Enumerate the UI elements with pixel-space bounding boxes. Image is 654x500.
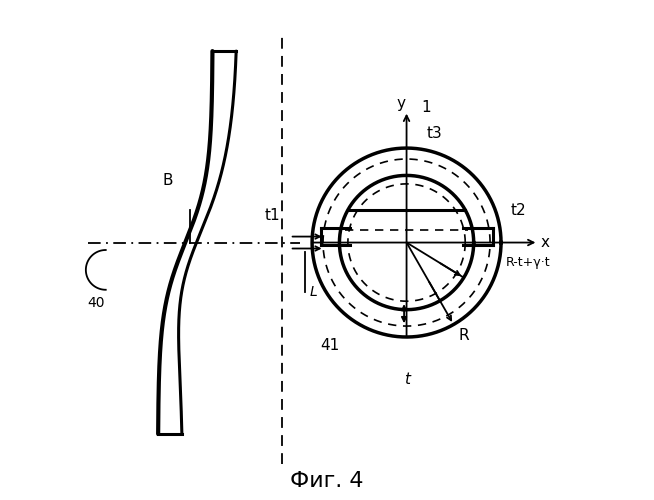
Text: Фиг. 4: Фиг. 4 [290, 471, 364, 491]
Text: t1: t1 [264, 208, 280, 222]
Text: x: x [540, 235, 549, 250]
Text: B: B [163, 174, 173, 188]
Text: R: R [458, 328, 469, 342]
Text: 1: 1 [421, 100, 431, 115]
Text: t2: t2 [511, 202, 526, 218]
Text: 40: 40 [87, 296, 105, 310]
Text: y: y [396, 96, 405, 111]
Text: t3: t3 [426, 126, 442, 140]
Text: R-t+γ·t: R-t+γ·t [506, 256, 551, 269]
Text: t: t [404, 372, 409, 387]
Text: 41: 41 [320, 338, 339, 353]
Text: L: L [309, 285, 317, 299]
